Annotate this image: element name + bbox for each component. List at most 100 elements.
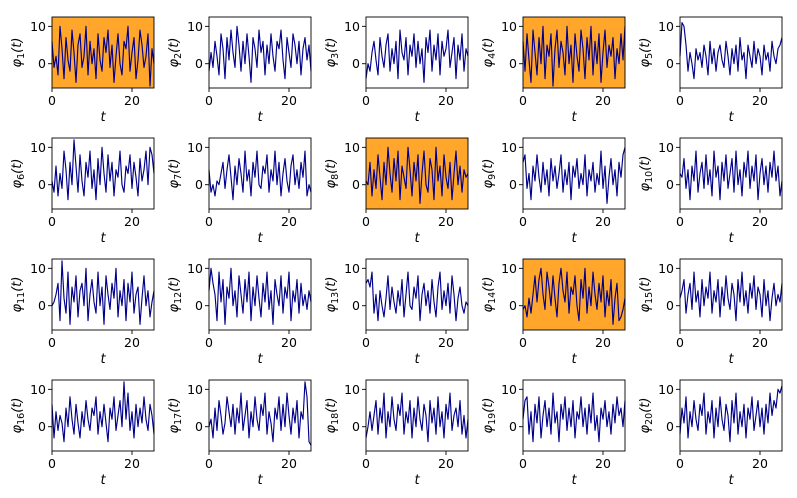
y-tick-label: 0 [195, 56, 203, 71]
y-tick-label: 10 [344, 261, 360, 276]
series-line-14 [522, 267, 626, 325]
y-label-argument: (t) [10, 38, 25, 53]
subplot-2: 0 20 0 10 t φ2(t) [167, 16, 312, 125]
x-tick-label: 0 [362, 335, 370, 350]
subplot-14: 0 20 0 10 t φ14(t) [481, 258, 626, 367]
series-line-9 [522, 147, 626, 204]
x-axis-label: t [728, 352, 734, 367]
series-line-8 [365, 146, 469, 204]
x-tick-label: 0 [519, 456, 527, 471]
y-label-symbol: φ [324, 179, 339, 188]
x-tick-label: 0 [362, 456, 370, 471]
y-tick-label: 10 [344, 140, 360, 155]
x-axis-label: t [414, 352, 420, 367]
y-label-symbol: φ [638, 182, 653, 191]
subplot-18: 0 20 0 10 t φ18(t) [324, 379, 469, 488]
axes-frame [679, 137, 783, 210]
y-label-subscript: 9 [487, 174, 498, 180]
y-label-symbol: φ [10, 303, 25, 312]
x-tick-label: 0 [362, 214, 370, 229]
x-axis-label: t [571, 231, 577, 246]
y-axis-label: φ17(t) [167, 398, 184, 434]
y-tick-label: 10 [187, 382, 203, 397]
y-tick-label: 10 [501, 382, 517, 397]
x-tick-label: 20 [752, 456, 768, 471]
y-label-symbol: φ [167, 303, 182, 312]
x-tick-label: 0 [48, 214, 56, 229]
axes-frame [522, 258, 626, 331]
x-tick-label: 20 [438, 335, 454, 350]
y-tick-label: 10 [501, 140, 517, 155]
y-tick-label: 0 [352, 298, 360, 313]
x-axis-label: t [414, 231, 420, 246]
subplot-3: 0 20 0 10 t φ3(t) [324, 16, 469, 125]
x-tick-label: 0 [48, 335, 56, 350]
series-line-19 [522, 392, 626, 443]
y-label-symbol: φ [638, 303, 653, 312]
x-axis-label: t [100, 352, 106, 367]
y-label-subscript: 5 [644, 53, 655, 59]
y-axis-label: φ6(t) [10, 159, 27, 189]
x-axis-label: t [100, 473, 106, 488]
y-tick-label: 10 [344, 382, 360, 397]
series-line-16 [51, 381, 155, 443]
y-axis-label: φ12(t) [167, 277, 184, 313]
y-axis-label: φ7(t) [167, 159, 184, 189]
x-tick-label: 20 [124, 456, 140, 471]
y-label-subscript: 6 [16, 174, 27, 180]
series-line-12 [208, 267, 312, 325]
y-tick-label: 0 [666, 56, 674, 71]
y-axis-label: φ14(t) [481, 277, 498, 313]
series-line-13 [365, 271, 469, 322]
y-label-argument: (t) [167, 398, 182, 413]
axes-frame [208, 137, 312, 210]
y-axis-label: φ3(t) [324, 38, 341, 68]
y-label-symbol: φ [481, 424, 496, 433]
x-axis-label: t [571, 352, 577, 367]
y-tick-label: 10 [30, 140, 46, 155]
y-axis-label: φ16(t) [10, 398, 27, 434]
x-tick-label: 20 [752, 93, 768, 108]
x-tick-label: 0 [205, 456, 213, 471]
series-line-17 [208, 381, 312, 446]
y-tick-label: 0 [38, 56, 46, 71]
y-axis-label: φ4(t) [481, 38, 498, 68]
x-tick-label: 20 [438, 214, 454, 229]
x-tick-label: 20 [438, 456, 454, 471]
series-line-4 [522, 25, 626, 87]
y-label-symbol: φ [638, 58, 653, 67]
y-label-symbol: φ [10, 179, 25, 188]
series-line-15 [679, 271, 783, 322]
axes-frame [51, 379, 155, 452]
series-line-10 [679, 150, 783, 201]
axes-frame [365, 258, 469, 331]
series-line-3 [365, 29, 469, 83]
axes-frame [208, 258, 312, 331]
x-tick-label: 20 [752, 214, 768, 229]
y-label-argument: (t) [638, 156, 653, 171]
y-label-subscript: 7 [173, 174, 184, 180]
x-axis-label: t [728, 231, 734, 246]
axes-frame [679, 379, 783, 452]
y-tick-label: 0 [352, 419, 360, 434]
y-label-argument: (t) [481, 398, 496, 413]
y-tick-label: 0 [352, 177, 360, 192]
axes-frame [365, 137, 469, 210]
axes-frame [365, 16, 469, 89]
y-tick-label: 10 [187, 140, 203, 155]
y-tick-label: 10 [501, 19, 517, 34]
x-axis-label: t [257, 473, 263, 488]
x-tick-label: 0 [48, 93, 56, 108]
y-tick-label: 10 [344, 19, 360, 34]
x-tick-label: 0 [519, 214, 527, 229]
y-label-argument: (t) [638, 398, 653, 413]
y-label-subscript: 19 [487, 413, 498, 425]
y-label-symbol: φ [324, 58, 339, 67]
y-label-subscript: 13 [330, 292, 341, 304]
y-tick-label: 0 [195, 298, 203, 313]
subplot-16: 0 20 0 10 t φ16(t) [10, 379, 155, 488]
x-axis-label: t [257, 352, 263, 367]
y-label-argument: (t) [10, 277, 25, 292]
